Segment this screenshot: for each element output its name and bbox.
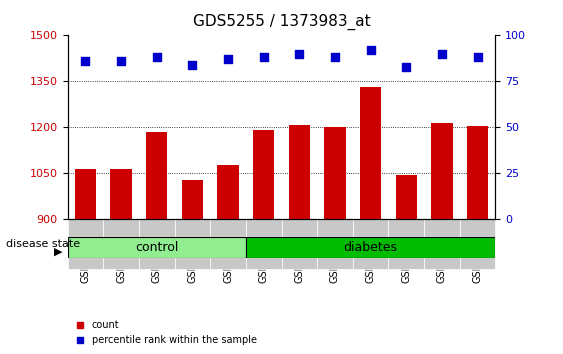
FancyBboxPatch shape <box>68 237 246 258</box>
FancyBboxPatch shape <box>353 219 388 269</box>
FancyBboxPatch shape <box>424 219 460 269</box>
Text: control: control <box>135 241 178 254</box>
Bar <box>324 127 346 219</box>
Text: diabetes: diabetes <box>343 241 397 254</box>
Point <box>152 55 161 60</box>
Text: disease state: disease state <box>6 239 80 249</box>
Point <box>259 55 268 60</box>
Bar <box>75 169 96 219</box>
Bar <box>217 165 239 219</box>
Point <box>117 58 126 64</box>
Bar <box>360 87 381 219</box>
Point <box>366 47 375 53</box>
FancyBboxPatch shape <box>103 219 139 269</box>
Legend: count, percentile rank within the sample: count, percentile rank within the sample <box>73 316 261 349</box>
Point <box>295 51 304 57</box>
FancyBboxPatch shape <box>246 219 282 269</box>
Bar <box>431 123 453 219</box>
FancyBboxPatch shape <box>317 219 353 269</box>
FancyBboxPatch shape <box>210 219 246 269</box>
FancyBboxPatch shape <box>139 219 175 269</box>
Text: GDS5255 / 1373983_at: GDS5255 / 1373983_at <box>193 14 370 30</box>
Point <box>224 57 233 62</box>
Point <box>402 64 411 69</box>
Bar <box>146 132 167 219</box>
Point <box>188 62 197 68</box>
Point <box>437 51 446 57</box>
Point <box>330 55 339 60</box>
Bar <box>396 175 417 219</box>
FancyBboxPatch shape <box>175 219 210 269</box>
FancyBboxPatch shape <box>282 219 317 269</box>
FancyBboxPatch shape <box>388 219 424 269</box>
Bar <box>289 125 310 219</box>
FancyBboxPatch shape <box>246 237 495 258</box>
FancyBboxPatch shape <box>68 219 103 269</box>
Point <box>81 58 90 64</box>
FancyBboxPatch shape <box>460 219 495 269</box>
Bar <box>182 179 203 219</box>
Point <box>473 55 482 60</box>
Bar <box>110 169 132 219</box>
Text: ▶: ▶ <box>53 246 62 256</box>
Bar <box>253 130 274 219</box>
Bar <box>467 126 488 219</box>
